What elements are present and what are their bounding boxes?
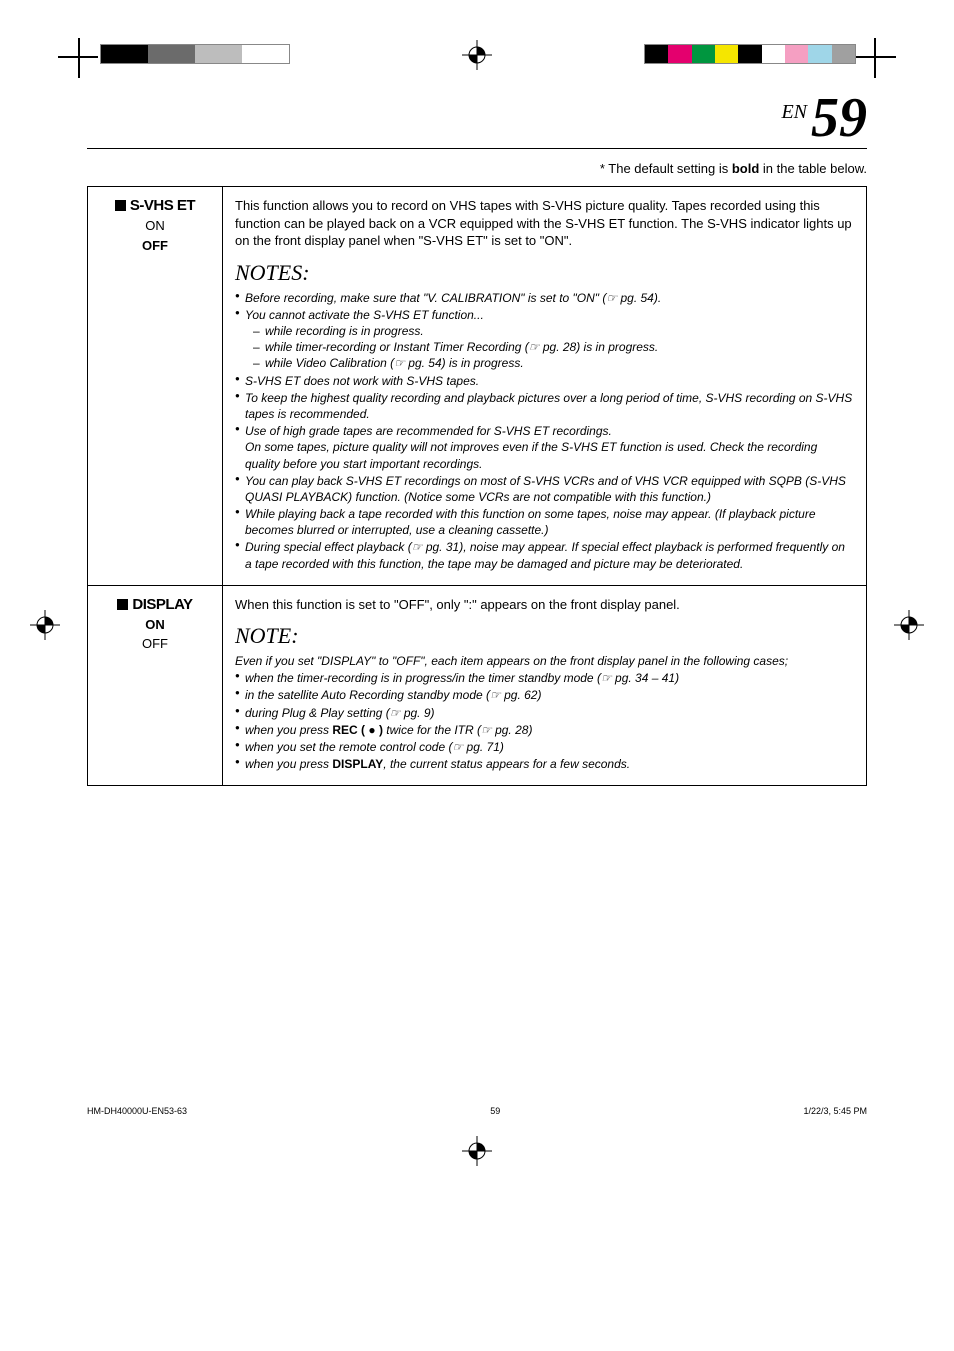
notes-heading: NOTES: [235,260,854,286]
footer-center: 59 [490,1106,500,1116]
registration-mark-icon [894,610,924,640]
setting-desc-cell: This function allows you to record on VH… [223,187,867,586]
page-content: EN59 * The default setting is bold in th… [87,90,867,786]
table-row: S-VHS ET ONOFF This function allows you to… [88,187,867,586]
note-item: You cannot activate the S-VHS ET functio… [235,307,854,372]
note-item: You can play back S-VHS ET recordings on… [235,473,854,505]
setting-label-cell: S-VHS ET ONOFF [88,187,223,586]
footer-right: 1/22/3, 5:45 PM [803,1106,867,1116]
note-bold: bold [732,161,759,176]
notes-heading: NOTE: [235,623,854,649]
note-item: during Plug & Play setting (☞ pg. 9) [235,705,854,721]
note-item: Use of high grade tapes are recommended … [235,423,854,472]
crop-mark [58,56,98,58]
page-prefix: EN [781,101,807,123]
note-item: While playing back a tape recorded with … [235,506,854,538]
note-item: During special effect playback (☞ pg. 31… [235,539,854,571]
setting-option: ON [100,216,210,236]
setting-option: OFF [100,236,210,256]
note-item: in the satellite Auto Recording standby … [235,687,854,703]
note-item: Before recording, make sure that "V. CAL… [235,290,854,306]
crop-mark [78,38,80,78]
footer-left: HM-DH40000U-EN53-63 [87,1106,187,1116]
note-item: To keep the highest quality recording an… [235,390,854,422]
note-subitem: while recording is in progress. [253,323,854,339]
crop-mark [874,38,876,78]
setting-desc-cell: When this function is set to "OFF", only… [223,585,867,785]
note-item: when you press DISPLAY, the current stat… [235,756,854,772]
color-bar-right [644,44,856,64]
note-item: when the timer-recording is in progress/… [235,670,854,686]
notes-list: Before recording, make sure that "V. CAL… [235,290,854,572]
setting-name: S-VHS ET [100,197,210,214]
registration-mark-icon [30,610,60,640]
note-item: when you set the remote control code (☞ … [235,739,854,755]
setting-description: When this function is set to "OFF", only… [235,596,854,614]
note-subitem: while Video Calibration (☞ pg. 54) is in… [253,355,854,371]
notes-list: when the timer-recording is in progress/… [235,670,854,772]
table-row: DISPLAY ONOFF When this function is set to… [88,585,867,785]
note-item: when you press REC ( ● ) twice for the I… [235,722,854,738]
setting-options: ONOFF [100,216,210,255]
setting-name: DISPLAY [100,596,210,613]
note-subitem: while timer-recording or Instant Timer R… [253,339,854,355]
note-text: in the table below. [759,161,867,176]
registration-mark-icon [0,1136,954,1171]
page-footer: HM-DH40000U-EN53-63 59 1/22/3, 5:45 PM [87,1106,867,1116]
registration-mark-icon [462,40,492,70]
default-setting-note: * The default setting is bold in the tab… [87,161,867,176]
note-item: S-VHS ET does not work with S-VHS tapes. [235,373,854,389]
note-text: * The default setting is [600,161,732,176]
setting-description: This function allows you to record on VH… [235,197,854,250]
setting-label-cell: DISPLAY ONOFF [88,585,223,785]
setting-options: ONOFF [100,615,210,654]
note-sublist: while recording is in progress.while tim… [253,323,854,372]
setting-option: ON [100,615,210,635]
page-number: 59 [811,87,867,149]
crop-mark [856,56,896,58]
page-header: EN59 [87,90,867,149]
note-intro: Even if you set "DISPLAY" to "OFF", each… [235,653,854,670]
settings-table: S-VHS ETONOFFThis function allows you to… [87,186,867,786]
setting-option: OFF [100,634,210,654]
color-bar-left [100,44,290,64]
